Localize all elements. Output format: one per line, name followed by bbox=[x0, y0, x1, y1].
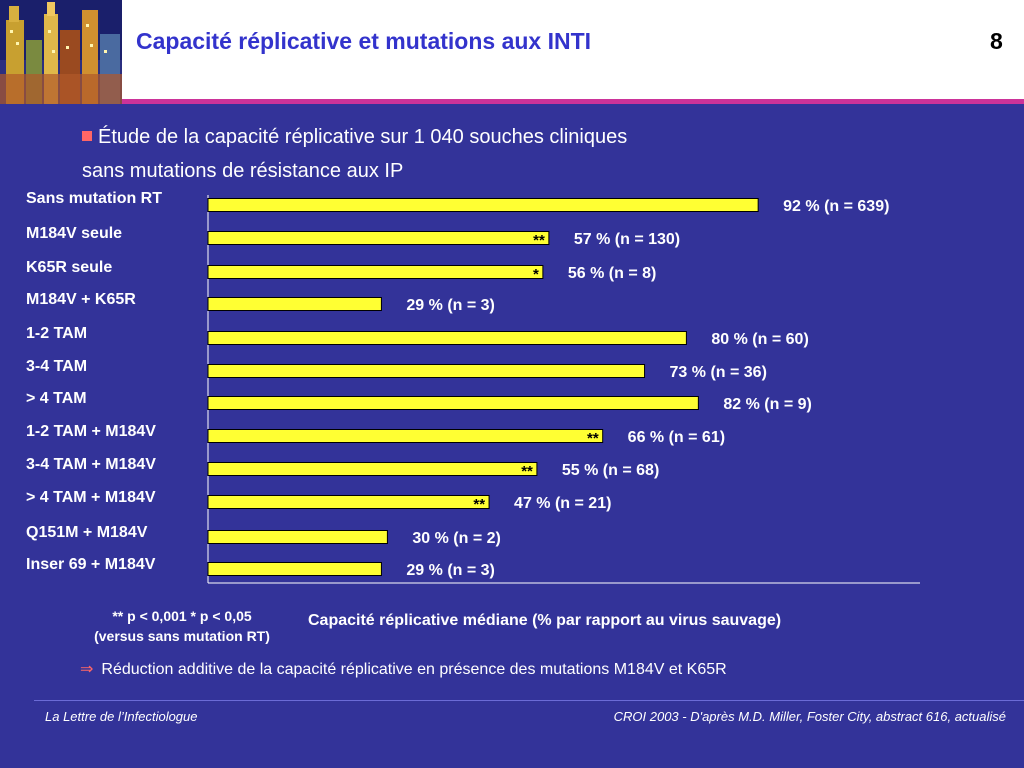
significance-note-line-1: ** p < 0,001 * p < 0,05 bbox=[112, 608, 252, 624]
significance-marker: ** bbox=[521, 463, 533, 480]
category-label: Inser 69 + M184V bbox=[26, 556, 156, 573]
category-label: 3-4 TAM + M184V bbox=[26, 456, 156, 473]
bar bbox=[207, 495, 490, 509]
data-label: 29 % (n = 3) bbox=[406, 297, 494, 314]
significance-note: ** p < 0,001 * p < 0,05 (versus sans mut… bbox=[60, 606, 304, 646]
significance-marker: ** bbox=[533, 232, 545, 249]
category-label: > 4 TAM bbox=[26, 390, 87, 407]
data-label: 30 % (n = 2) bbox=[412, 530, 500, 547]
slide-number: 8 bbox=[990, 28, 1003, 54]
data-label: 92 % (n = 639) bbox=[783, 198, 889, 215]
intro-bullet: Étude de la capacité réplicative sur 1 0… bbox=[82, 120, 627, 188]
bar bbox=[207, 297, 382, 311]
data-label: 47 % (n = 21) bbox=[514, 495, 611, 512]
data-label: 55 % (n = 68) bbox=[562, 462, 659, 479]
implies-arrow-icon: ⇒ bbox=[80, 661, 94, 678]
bar bbox=[207, 462, 538, 476]
city-skyline-logo bbox=[0, 0, 122, 104]
category-label: Q151M + M184V bbox=[26, 524, 148, 541]
data-label: 80 % (n = 60) bbox=[711, 331, 808, 348]
data-label: 73 % (n = 36) bbox=[670, 364, 767, 381]
bar bbox=[207, 396, 699, 410]
conclusion-text: Réduction additive de la capacité réplic… bbox=[101, 661, 727, 678]
category-label: > 4 TAM + M184V bbox=[26, 489, 156, 506]
significance-marker: ** bbox=[473, 496, 485, 513]
bar bbox=[207, 364, 646, 378]
category-label: 1-2 TAM + M184V bbox=[26, 423, 156, 440]
square-bullet-icon bbox=[82, 131, 92, 141]
data-label: 56 % (n = 8) bbox=[568, 265, 656, 282]
category-label: 3-4 TAM bbox=[26, 358, 87, 375]
bullet-line-2: sans mutations de résistance aux IP bbox=[82, 160, 404, 182]
bar bbox=[207, 331, 687, 345]
data-label: 66 % (n = 61) bbox=[628, 429, 725, 446]
data-label: 82 % (n = 9) bbox=[723, 396, 811, 413]
header-accent-line bbox=[122, 99, 1024, 104]
bar bbox=[207, 198, 759, 212]
bullet-line-1: Étude de la capacité réplicative sur 1 0… bbox=[98, 126, 628, 148]
significance-note-line-2: (versus sans mutation RT) bbox=[94, 628, 270, 644]
category-label: M184V + K65R bbox=[26, 291, 136, 308]
significance-marker: ** bbox=[587, 430, 599, 447]
conclusion: ⇒ Réduction additive de la capacité répli… bbox=[80, 659, 727, 679]
slide-header: Capacité réplicative et mutations aux IN… bbox=[0, 0, 1024, 104]
significance-marker: * bbox=[533, 266, 539, 283]
x-axis-label: Capacité réplicative médiane (% par rapp… bbox=[308, 612, 782, 629]
bar bbox=[207, 265, 544, 279]
category-label: 1-2 TAM bbox=[26, 325, 87, 342]
slide-title: Capacité réplicative et mutations aux IN… bbox=[136, 28, 592, 54]
bar bbox=[207, 231, 550, 245]
footer-divider bbox=[34, 700, 1024, 701]
footer-source-right: CROI 2003 - D'après M.D. Miller, Foster … bbox=[613, 709, 1006, 724]
bar bbox=[207, 530, 388, 544]
bar bbox=[207, 562, 382, 576]
data-label: 29 % (n = 3) bbox=[406, 562, 494, 579]
category-label: K65R seule bbox=[26, 259, 112, 276]
footer-source-left: La Lettre de l’Infectiologue bbox=[45, 709, 198, 724]
category-label: Sans mutation RT bbox=[26, 190, 162, 207]
data-label: 57 % (n = 130) bbox=[574, 231, 680, 248]
bar-chart: Sans mutation RT 92 % (n = 639) M184V seul… bbox=[26, 190, 920, 584]
category-label: M184V seule bbox=[26, 225, 122, 242]
bar bbox=[207, 429, 604, 443]
